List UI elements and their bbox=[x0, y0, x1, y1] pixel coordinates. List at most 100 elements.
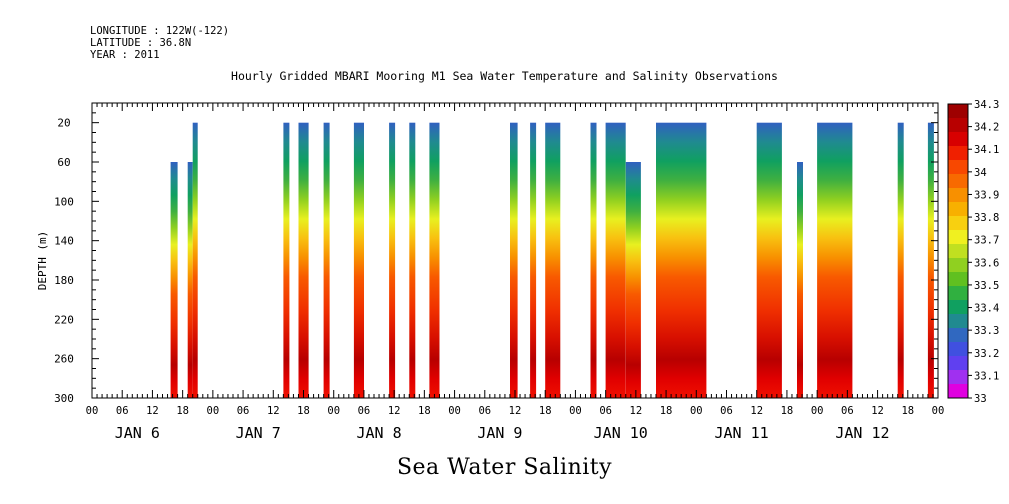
y-tick-label: 140 bbox=[54, 235, 74, 248]
colorbar-swatch bbox=[948, 286, 968, 301]
x-tick-label: 06 bbox=[116, 405, 129, 417]
data-column bbox=[323, 122, 330, 398]
data-column bbox=[530, 122, 537, 398]
colorbar-label: 33 bbox=[974, 393, 987, 405]
colorbar-swatch bbox=[948, 328, 968, 343]
colorbar-swatch bbox=[948, 356, 968, 371]
x-tick-label: 18 bbox=[539, 405, 552, 417]
data-column bbox=[797, 162, 803, 398]
day-label: JAN 6 bbox=[115, 424, 160, 442]
colorbar-swatch bbox=[948, 244, 968, 259]
x-tick-label: 00 bbox=[207, 405, 220, 417]
y-tick-label: 180 bbox=[54, 274, 74, 287]
y-tick-label: 60 bbox=[57, 156, 70, 169]
y-tick-label: 100 bbox=[54, 195, 74, 208]
y-tick-label: 300 bbox=[54, 392, 74, 405]
day-label: JAN 12 bbox=[835, 424, 889, 442]
colorbar-label: 34 bbox=[974, 167, 987, 179]
day-label: JAN 8 bbox=[356, 424, 401, 442]
data-column bbox=[756, 122, 782, 398]
y-axis-label: DEPTH (m) bbox=[36, 231, 49, 291]
data-column bbox=[545, 122, 561, 398]
colorbar-label: 33.5 bbox=[974, 280, 999, 292]
y-tick-label: 260 bbox=[54, 353, 74, 366]
colorbar-swatch bbox=[948, 118, 968, 133]
colorbar-label: 33.9 bbox=[974, 189, 999, 201]
x-tick-label: 06 bbox=[841, 405, 854, 417]
data-column bbox=[590, 122, 597, 398]
x-tick-label: 00 bbox=[932, 405, 945, 417]
x-tick-label: 00 bbox=[327, 405, 340, 417]
colorbar-label: 33.3 bbox=[974, 325, 999, 337]
colorbar-swatch bbox=[948, 132, 968, 147]
data-column bbox=[187, 162, 193, 398]
x-tick-label: 12 bbox=[267, 405, 280, 417]
colorbar-label: 33.8 bbox=[974, 212, 999, 224]
day-label: JAN 10 bbox=[594, 424, 648, 442]
x-tick-label: 00 bbox=[86, 405, 99, 417]
x-tick-label: 12 bbox=[509, 405, 522, 417]
colorbar-swatch bbox=[948, 188, 968, 203]
colorbar-label: 33.2 bbox=[974, 348, 999, 360]
colorbar-label: 34.1 bbox=[974, 144, 999, 156]
data-column bbox=[353, 122, 364, 398]
day-label: JAN 7 bbox=[236, 424, 281, 442]
colorbar: 33 33.1 33.2 33.3 33.4 33.5 33.6 33.7 33.8 33.9 34… bbox=[947, 99, 999, 405]
x-tick-label: 12 bbox=[871, 405, 884, 417]
data-column bbox=[656, 122, 707, 398]
colorbar-swatch bbox=[948, 160, 968, 175]
data-column bbox=[170, 162, 178, 398]
x-tick-label: 00 bbox=[448, 405, 461, 417]
chart-title: Hourly Gridded MBARI Mooring M1 Sea Wate… bbox=[231, 69, 778, 83]
x-tick-label: 18 bbox=[297, 405, 310, 417]
colorbar-label: 34.3 bbox=[974, 99, 999, 111]
colorbar-label: 34.2 bbox=[974, 122, 999, 134]
data-column bbox=[817, 122, 853, 398]
x-tick-label: 18 bbox=[176, 405, 189, 417]
x-tick-label: 18 bbox=[901, 405, 914, 417]
colorbar-swatch bbox=[948, 104, 968, 119]
data-column bbox=[298, 122, 309, 398]
day-label: JAN 9 bbox=[477, 424, 522, 442]
day-label: JAN 11 bbox=[715, 424, 769, 442]
colorbar-label: 33.4 bbox=[974, 303, 999, 315]
year-label: YEAR : 2011 bbox=[90, 49, 160, 61]
variable-label: Sea Water Salinity bbox=[396, 455, 613, 480]
colorbar-swatch bbox=[948, 314, 968, 329]
x-tick-label: 06 bbox=[720, 405, 733, 417]
x-tick-label: 12 bbox=[146, 405, 159, 417]
colorbar-swatch bbox=[948, 370, 968, 385]
data-column bbox=[605, 122, 626, 398]
x-tick-label: 06 bbox=[358, 405, 371, 417]
y-tick-label: 20 bbox=[57, 117, 70, 130]
colorbar-swatch bbox=[948, 174, 968, 189]
colorbar-label: 33.1 bbox=[974, 370, 999, 382]
x-axis: 00 06 12 18 00 06 12 18 00 06 12 18 00 06 12 18 00 06 12 18… bbox=[86, 103, 945, 442]
data-column bbox=[192, 122, 198, 398]
data-column bbox=[625, 162, 641, 398]
x-tick-label: 00 bbox=[811, 405, 824, 417]
data-column bbox=[409, 122, 416, 398]
x-tick-label: 06 bbox=[599, 405, 612, 417]
x-tick-label: 18 bbox=[781, 405, 794, 417]
x-tick-label: 18 bbox=[660, 405, 673, 417]
x-tick-label: 00 bbox=[690, 405, 703, 417]
latitude-label: LATITUDE : 36.8N bbox=[90, 37, 192, 49]
colorbar-swatch bbox=[948, 258, 968, 273]
data-column bbox=[389, 122, 396, 398]
x-tick-label: 00 bbox=[569, 405, 582, 417]
x-tick-label: 06 bbox=[478, 405, 491, 417]
longitude-label: LONGITUDE : 122W(-122) bbox=[90, 25, 230, 37]
x-tick-label: 12 bbox=[630, 405, 643, 417]
colorbar-swatch bbox=[948, 300, 968, 315]
colorbar-swatch bbox=[948, 230, 968, 245]
plot-area bbox=[170, 122, 934, 398]
y-axis: 20 60 100 140 180 220 260 300 bbox=[54, 102, 938, 405]
data-column bbox=[429, 122, 440, 398]
y-tick-label: 220 bbox=[54, 313, 74, 326]
colorbar-swatch bbox=[948, 342, 968, 357]
data-column bbox=[927, 122, 934, 398]
colorbar-swatch bbox=[948, 202, 968, 217]
data-column bbox=[897, 122, 904, 398]
data-column bbox=[283, 122, 290, 398]
